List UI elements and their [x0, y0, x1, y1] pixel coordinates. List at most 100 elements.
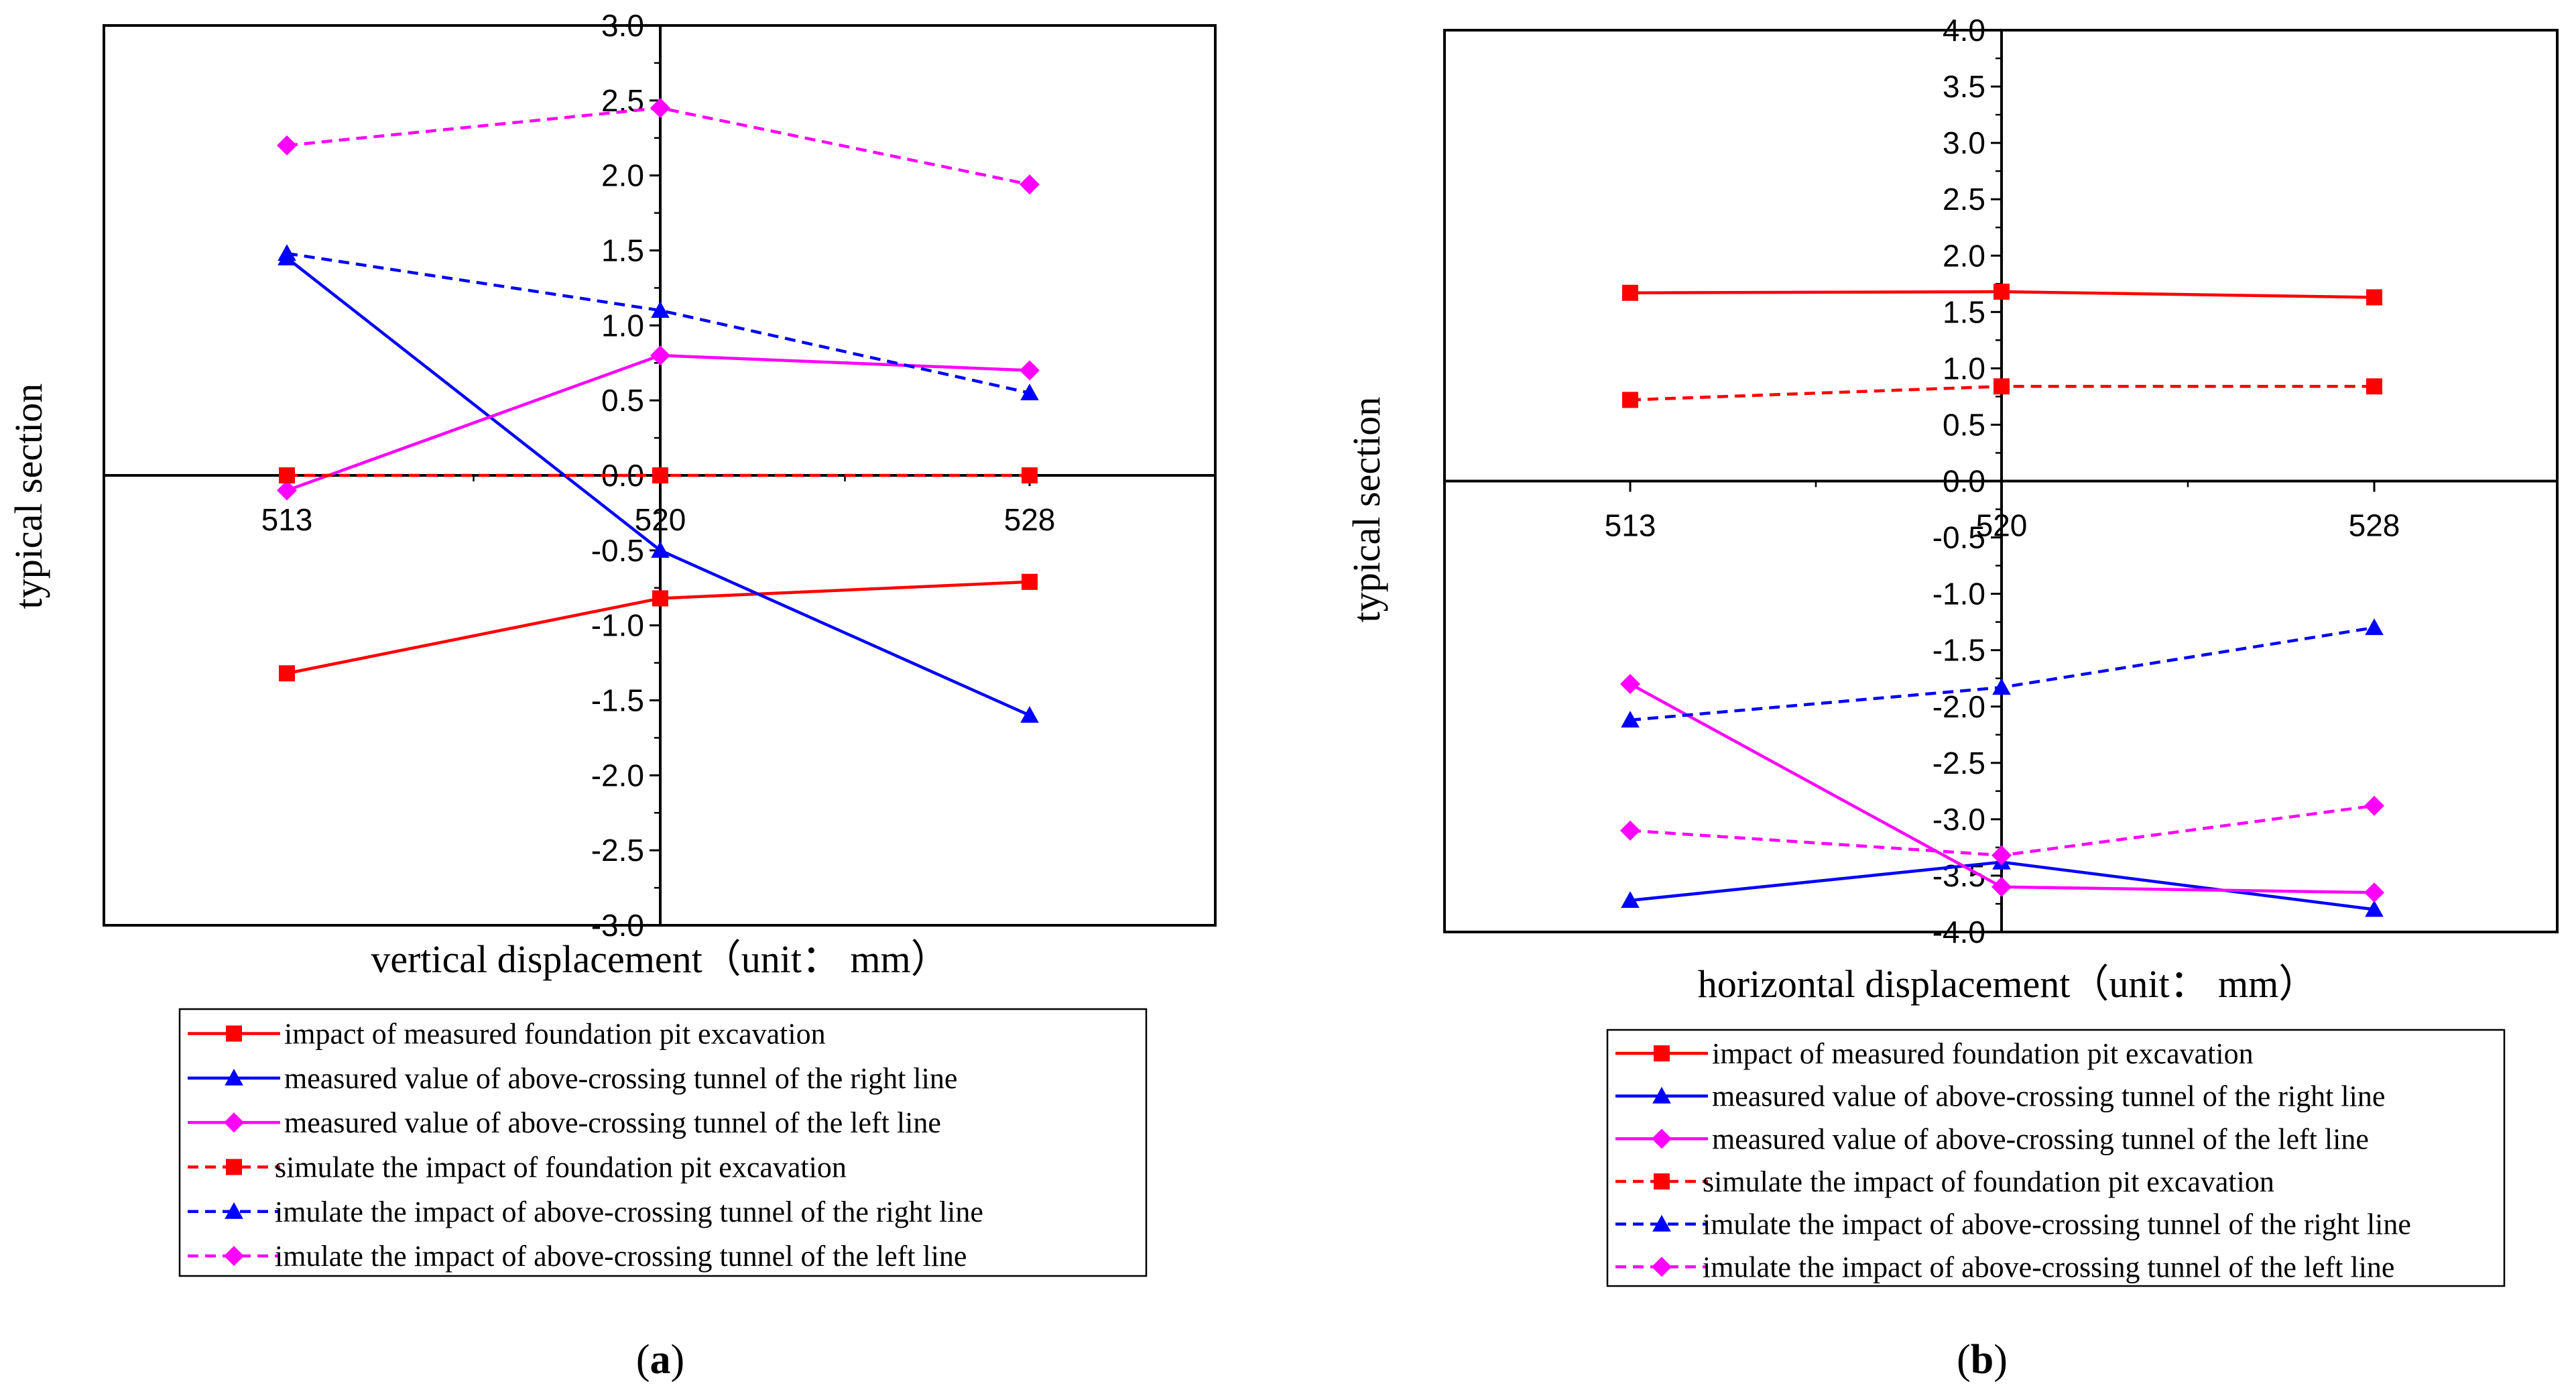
caption-letter: a [650, 1337, 671, 1383]
caption-close: ) [1994, 1337, 2008, 1383]
y-tick-label: -2.0 [591, 758, 644, 793]
y-tick-label: 2.0 [1943, 238, 1985, 273]
data-point [1020, 360, 1040, 381]
data-point [1992, 678, 2011, 695]
data-point [1621, 891, 1640, 908]
y-axis-title: typical section [7, 384, 50, 609]
x-axis-title: horizontal displacement（unit： mm） [1698, 962, 2318, 1006]
legend: impact of measured foundation pit excava… [1606, 1029, 2506, 1287]
data-point [2365, 618, 2384, 636]
y-axis-title: typical section [1345, 397, 1388, 623]
data-point [278, 244, 296, 261]
data-point [1020, 174, 1040, 195]
legend-entry: impact of measured foundation pit excava… [1712, 1037, 2254, 1070]
caption-close: ) [671, 1337, 685, 1383]
legend-marker [1652, 1128, 1672, 1149]
legend-box [1606, 1029, 2506, 1287]
legend-marker [224, 1112, 244, 1133]
series-3 [1620, 674, 2384, 903]
y-tick-label: 0.0 [1943, 464, 1985, 499]
y-tick-label: 3.5 [1943, 69, 1985, 104]
data-point [2364, 795, 2384, 816]
series-line [286, 251, 1030, 395]
series-6 [277, 98, 1040, 195]
legend-entry: imulate the impact of above-crossing tun… [275, 1240, 967, 1273]
legend-marker [225, 1069, 243, 1086]
x-tick-label: 513 [261, 502, 313, 537]
caption-open: ( [1957, 1337, 1971, 1383]
series-line [286, 106, 1030, 186]
legend-entry: impact of measured foundation pit excava… [284, 1017, 826, 1050]
series-5 [1621, 618, 2384, 727]
data-point [650, 98, 670, 119]
x-tick-label: 513 [1605, 508, 1656, 543]
x-tick-label: 520 [1976, 508, 2028, 543]
legend-marker [1654, 1045, 1670, 1062]
data-point [2366, 378, 2382, 395]
legend-entry: simulate the impact of foundation pit ex… [275, 1151, 847, 1183]
legend-marker [225, 1202, 243, 1219]
legend-marker [226, 1159, 242, 1175]
x-tick-label: 520 [635, 502, 686, 537]
data-point [1622, 392, 1638, 408]
y-tick-label: 0.5 [601, 383, 644, 418]
y-tick-label: -1.5 [591, 683, 644, 718]
legend-entry: measured value of above-crossing tunnel … [1712, 1122, 2369, 1155]
y-tick-label: 1.5 [1943, 294, 1985, 329]
legend-entry: measured value of above-crossing tunnel … [284, 1062, 957, 1095]
y-tick-label: -0.5 [1933, 520, 1985, 555]
data-point [2365, 900, 2384, 917]
data-point [1022, 467, 1038, 483]
x-tick-label: 528 [2349, 508, 2400, 543]
data-point [1020, 384, 1039, 401]
legend-marker [224, 1246, 244, 1267]
data-point [651, 541, 670, 558]
legend-entry: measured value of above-crossing tunnel … [1712, 1080, 2385, 1113]
data-point [1020, 706, 1039, 723]
data-point [652, 590, 668, 607]
data-point [1620, 674, 1640, 695]
data-point [1991, 876, 2012, 897]
data-point [277, 480, 297, 501]
data-point [651, 301, 670, 318]
y-tick-label: -1.0 [1933, 577, 1985, 611]
data-point [279, 467, 295, 483]
y-tick-label: 3.0 [1943, 125, 1985, 160]
data-point [1994, 378, 2010, 395]
y-tick-label: -3.0 [591, 908, 644, 943]
series-6 [1620, 795, 2384, 866]
series-1 [1622, 284, 2382, 306]
legend-entry: imulate the impact of above-crossing tun… [1703, 1250, 2394, 1283]
legend-marker [1652, 1214, 1671, 1232]
x-axis-title: vertical displacement（unit： mm） [371, 937, 949, 981]
y-tick-label: -4.0 [1933, 915, 1985, 949]
y-tick-label: 3.0 [601, 8, 644, 43]
data-point [650, 345, 670, 366]
legend-marker [1652, 1086, 1671, 1104]
legend: impact of measured foundation pit excava… [178, 1008, 1148, 1277]
legend-entry: simulate the impact of foundation pit ex… [1703, 1165, 2274, 1198]
y-tick-label: 0.5 [1943, 407, 1985, 442]
data-point [2366, 289, 2382, 306]
data-point [1621, 711, 1640, 727]
chart-panel-b: 4.0 3.5 3.0 2.5 2.0 1.5 1.0 0.5 0.0 -0.5 -1.0 -1.5 -… [1345, 13, 2559, 1383]
y-tick-label: -2.0 [1933, 689, 1985, 724]
y-tick-label: -0.5 [591, 533, 644, 568]
data-point [1620, 820, 1640, 841]
data-point [279, 665, 295, 682]
data-point [1622, 284, 1638, 301]
legend-marker [1652, 1257, 1672, 1277]
panel-caption: (b) [1957, 1337, 2008, 1383]
data-point [1994, 284, 2010, 300]
caption-letter: b [1971, 1337, 1994, 1383]
series-line [286, 256, 1030, 717]
series-1 [279, 573, 1038, 682]
x-tick-label: 528 [1004, 502, 1056, 537]
y-tick-label: 2.5 [1943, 182, 1985, 217]
legend-entry: measured value of above-crossing tunnel … [284, 1106, 941, 1139]
series-4 [1622, 378, 2382, 408]
y-tick-label: -1.0 [591, 608, 644, 643]
legend-entry: imulate the impact of above-crossing tun… [275, 1195, 983, 1228]
legend-entry: imulate the impact of above-crossing tun… [1703, 1208, 2411, 1241]
